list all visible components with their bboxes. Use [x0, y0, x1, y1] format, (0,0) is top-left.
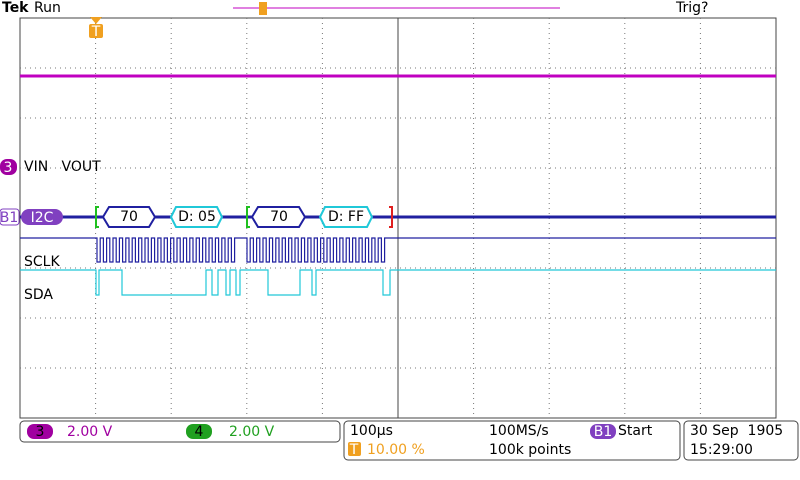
ch3-number: 3: [36, 424, 45, 440]
ch3-scale: 2.00 V: [67, 424, 113, 440]
packet-text: 70: [120, 209, 138, 225]
record-trigger-marker: [259, 2, 267, 15]
address-packet: [250, 206, 307, 228]
datetime-box: [683, 420, 799, 461]
address-packet: [101, 206, 157, 228]
signal-label: SDA: [24, 287, 53, 303]
record-length: 100k points: [489, 442, 571, 458]
run-status: Run: [34, 0, 61, 16]
sample-rate: 100MS/s: [489, 423, 549, 439]
stop-bracket: [389, 206, 393, 228]
bus-trigger-text: Start: [618, 423, 653, 439]
bus-trigger-badge: [590, 424, 616, 439]
brand: Tek: [2, 0, 29, 16]
channel-box: [19, 420, 341, 443]
signal-label: SCLK: [24, 254, 60, 270]
trigger-position-marker: T: [349, 442, 359, 458]
start-bracket: [246, 206, 250, 228]
ch4-number: 4: [195, 424, 204, 440]
data-packet: [318, 206, 374, 228]
packet-text: D: FF: [328, 209, 364, 225]
packet-text: D: 05: [178, 209, 216, 225]
bus-label-pill: [21, 209, 63, 225]
timebase: 100µs: [350, 423, 393, 439]
channel-label: VIN VOUT: [24, 159, 101, 175]
data-packet: [169, 206, 224, 228]
trigger-position-badge: [348, 442, 361, 456]
sclk-trace: [20, 237, 776, 263]
ch3-marker: [0, 159, 17, 175]
trigger-arrow: [90, 17, 102, 24]
sda-trace: [20, 269, 776, 296]
bus-trigger-marker: B1: [594, 424, 613, 440]
trigger-marker: [89, 24, 103, 38]
trigger-position: 10.00 %: [367, 442, 425, 458]
trigger-status: Trig?: [675, 0, 708, 16]
time: 15:29:00: [690, 442, 753, 458]
date: 30 Sep 1905: [690, 423, 783, 439]
start-bracket: [95, 206, 99, 228]
trigger-marker-text: T: [91, 24, 101, 40]
ch3-marker-text: 3: [4, 160, 13, 176]
packet-text: 70: [270, 209, 288, 225]
bus-label: I2C: [31, 210, 54, 226]
ch4-scale: 2.00 V: [229, 424, 275, 440]
ch4-badge: [186, 424, 212, 439]
ch3-badge: [27, 424, 53, 439]
bus-marker-text: B1: [0, 210, 18, 226]
bus-marker: [0, 208, 20, 226]
